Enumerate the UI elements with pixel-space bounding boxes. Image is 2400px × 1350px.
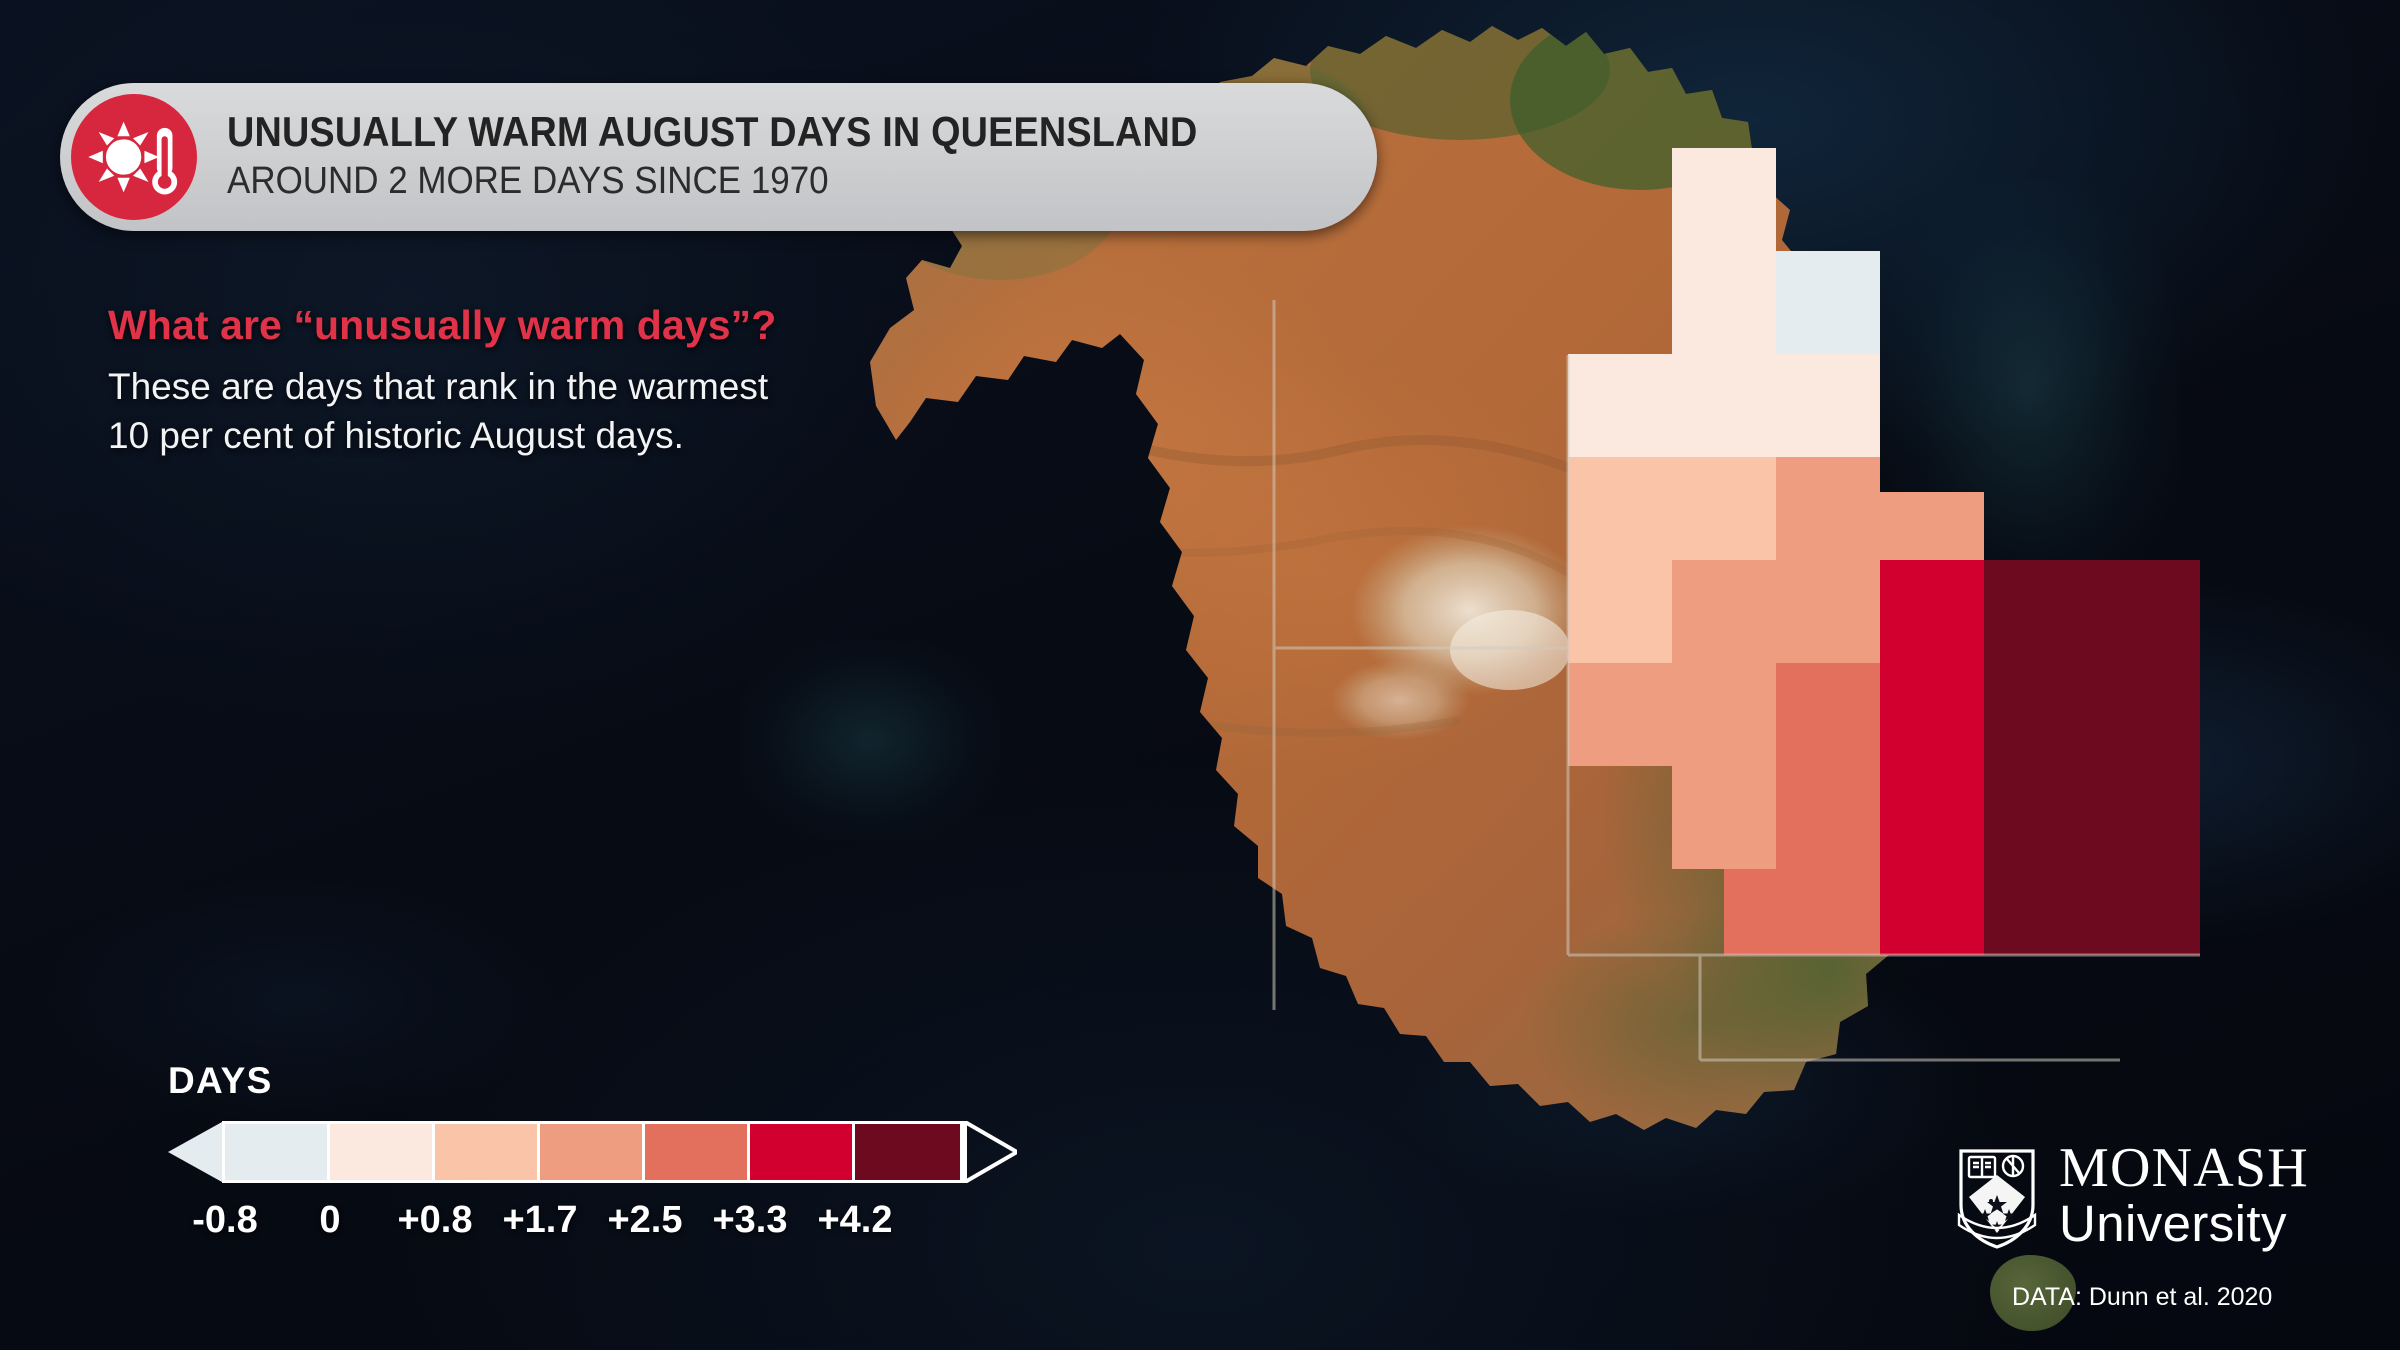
colorbar-tick-label: +0.8 bbox=[397, 1199, 473, 1241]
heatmap-cell bbox=[1568, 663, 1776, 766]
colorbar-legend: DAYS -0.8 0 +0.8 +1.7 +2.5 +3.3 +4.2 bbox=[168, 1060, 1017, 1249]
heatmap-cell bbox=[1984, 869, 2200, 955]
explainer-body: These are days that rank in the warmest … bbox=[108, 362, 776, 460]
data-credit: DATA: Dunn et al. 2020 bbox=[2012, 1283, 2273, 1311]
colorbar-tick-label: +1.7 bbox=[502, 1199, 578, 1241]
heatmap-cell bbox=[1776, 663, 1880, 766]
monash-name-line2: University bbox=[2059, 1194, 2287, 1252]
colorbar-swatch bbox=[330, 1124, 435, 1180]
page-title: UNUSUALLY WARM AUGUST DAYS IN QUEENSLAND bbox=[227, 108, 1198, 156]
explainer-body-line-1: These are days that rank in the warmest bbox=[108, 365, 769, 407]
heatmap-cell bbox=[1672, 251, 1776, 354]
banner-text-group: UNUSUALLY WARM AUGUST DAYS IN QUEENSLAND… bbox=[227, 110, 1305, 204]
monash-name-line1: MONASH bbox=[2059, 1137, 2309, 1199]
explainer-heading: What are “unusually warm days”? bbox=[108, 302, 777, 348]
heatmap-cell bbox=[1672, 148, 1776, 251]
colorbar-tick-label: +4.2 bbox=[817, 1199, 893, 1241]
colorbar-swatch bbox=[855, 1124, 960, 1180]
tasmania bbox=[1990, 1255, 2076, 1331]
heatmap-cell bbox=[1880, 492, 1984, 560]
heatmap-cell bbox=[1880, 766, 1984, 869]
heatmap-cell bbox=[1880, 560, 1984, 663]
colorbar-tick-label: +2.5 bbox=[607, 1199, 683, 1241]
page-subtitle: AROUND 2 MORE DAYS SINCE 1970 bbox=[227, 160, 829, 203]
colorbar-swatch bbox=[225, 1124, 330, 1180]
heatmap-cell bbox=[1776, 457, 1880, 560]
heatmap-cell bbox=[1776, 766, 1880, 869]
legend-title: DAYS bbox=[168, 1060, 273, 1101]
heatmap-cell bbox=[1776, 251, 1880, 354]
colorbar-swatches bbox=[222, 1121, 963, 1183]
monash-wordmark: MONASH University bbox=[2059, 1137, 2309, 1252]
heatmap-cell bbox=[1984, 766, 2200, 869]
heatmap-cell bbox=[1568, 560, 1672, 663]
explainer-body-line-2: 10 per cent of historic August days. bbox=[108, 415, 684, 457]
heatmap-cell bbox=[1672, 560, 1880, 663]
colorbar-tick-label: +3.3 bbox=[712, 1199, 788, 1241]
heatmap-cell bbox=[1984, 663, 2200, 766]
heatmap-cell bbox=[1672, 766, 1776, 869]
colorbar-swatch bbox=[540, 1124, 645, 1180]
monash-logo: MONASH University bbox=[1955, 1140, 2309, 1251]
colorbar-tick-label: -0.8 bbox=[192, 1199, 258, 1241]
heatmap-cell bbox=[1724, 869, 1880, 955]
colorbar-swatch bbox=[435, 1124, 540, 1180]
heatmap-cell bbox=[1880, 663, 1984, 766]
colorbar-ticks: -0.8 0 +0.8 +1.7 +2.5 +3.3 +4.2 bbox=[168, 1199, 1017, 1249]
colorbar-row bbox=[168, 1121, 1017, 1183]
triangle-right-outline-icon bbox=[963, 1121, 1017, 1183]
title-banner: UNUSUALLY WARM AUGUST DAYS IN QUEENSLAND… bbox=[60, 83, 1377, 231]
heatmap-cell bbox=[1984, 560, 2200, 663]
explainer-block: What are “unusually warm days”? These ar… bbox=[108, 302, 777, 460]
monash-crest-icon bbox=[1955, 1145, 2039, 1251]
triangle-left-icon bbox=[168, 1121, 222, 1183]
colorbar-tick-label: 0 bbox=[319, 1199, 341, 1241]
heatmap-cell bbox=[1880, 869, 1984, 955]
colorbar-swatch bbox=[750, 1124, 855, 1180]
heatmap-cell bbox=[1568, 354, 1880, 457]
colorbar-swatch bbox=[645, 1124, 750, 1180]
heatmap-cell bbox=[1568, 457, 1776, 560]
sun-thermometer-icon bbox=[71, 94, 197, 220]
